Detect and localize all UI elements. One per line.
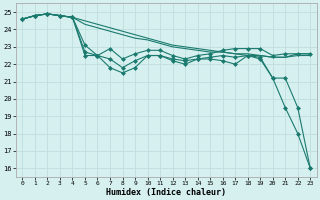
X-axis label: Humidex (Indice chaleur): Humidex (Indice chaleur) [106,188,226,197]
